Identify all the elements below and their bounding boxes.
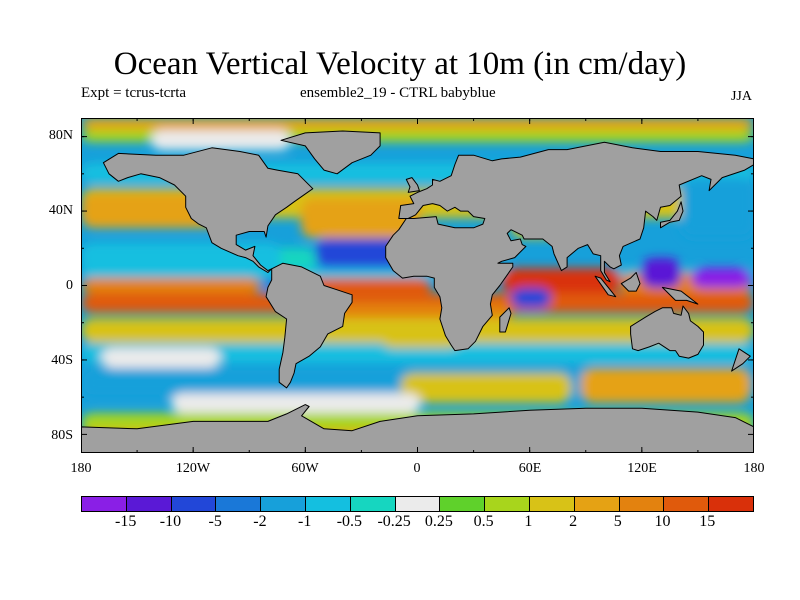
- land-sumatra: [594, 275, 617, 298]
- field-patch: [511, 288, 551, 308]
- colorbar-label: -0.25: [377, 513, 411, 530]
- x-tick-label: 60W: [291, 461, 319, 476]
- season-label: JJA: [730, 89, 752, 104]
- colorbar-label: 0.5: [473, 513, 494, 530]
- colorbar-swatch: [126, 497, 172, 511]
- colorbar-label: 15: [699, 513, 716, 530]
- land-eurasia-africa: [385, 141, 754, 352]
- colorbar-swatch: [485, 497, 530, 511]
- ocean-velocity-map: [81, 118, 754, 453]
- y-tick-label: 80S: [51, 428, 73, 443]
- x-tick-label: 120E: [627, 461, 657, 476]
- field-patch: [301, 198, 421, 238]
- colorbar-swatch: [574, 497, 620, 511]
- colorbar-label: 0.25: [424, 513, 453, 530]
- colorbar-swatch: [529, 497, 575, 511]
- x-tick-label: 60E: [518, 461, 542, 476]
- field-patch: [101, 348, 221, 368]
- land-borneo: [620, 272, 641, 292]
- field-patch: [81, 343, 754, 363]
- map-frame: [81, 118, 754, 453]
- colorbar-swatch: [440, 497, 486, 511]
- field-patch: [501, 268, 621, 293]
- colorbar-swatch: [82, 497, 127, 511]
- y-tick-label: 40S: [51, 353, 73, 368]
- colorbar-swatch: [664, 497, 710, 511]
- land-new-zealand: [731, 348, 751, 372]
- colorbar-label: -5: [208, 513, 222, 530]
- colorbar-label: -2: [253, 513, 267, 530]
- y-tick-label: 0: [66, 278, 73, 293]
- colorbar-label: 5: [613, 513, 622, 530]
- colorbar-swatch: [216, 497, 262, 511]
- land-antarctica: [81, 404, 754, 453]
- land-greenland: [280, 130, 381, 175]
- experiment-label: Expt = tcrus-tcrta: [81, 85, 187, 101]
- colorbar: [81, 496, 754, 512]
- colorbar-label: 10: [654, 513, 671, 530]
- land-madagascar: [499, 307, 512, 333]
- colorbar-swatch: [350, 497, 396, 511]
- colorbar-label: -15: [115, 513, 137, 530]
- x-tick-label: 0: [413, 461, 421, 476]
- colorbar-swatch: [305, 497, 351, 511]
- x-tick-label: 120W: [175, 461, 211, 476]
- field-patch: [641, 258, 681, 288]
- colorbar-swatch: [619, 497, 665, 511]
- field-patch: [401, 373, 571, 403]
- colorbar-swatch: [395, 497, 441, 511]
- land-australia: [630, 305, 704, 359]
- field-patch: [691, 268, 751, 288]
- x-tick-label: 180: [743, 461, 765, 476]
- colorbar-label: -0.5: [336, 513, 363, 530]
- field-patch: [681, 178, 754, 238]
- field-patch: [581, 368, 751, 403]
- colorbar-swatch: [709, 497, 753, 511]
- land-south-america: [265, 262, 353, 389]
- land-north-america: [102, 147, 314, 273]
- colorbar-label: -10: [159, 513, 182, 530]
- field-patch: [381, 328, 461, 348]
- colorbar-swatch: [171, 497, 217, 511]
- y-tick-label: 80N: [48, 128, 73, 143]
- x-tick-label: 180: [70, 461, 92, 476]
- land-new-guinea: [661, 286, 699, 305]
- map-title: Ocean Vertical Velocity at 10m (in cm/da…: [113, 46, 687, 82]
- field-patch: [151, 130, 291, 150]
- ensemble-label: ensemble2_19 - CTRL babyblue: [300, 85, 496, 101]
- field-patch: [171, 393, 421, 413]
- land-masses: [81, 130, 754, 453]
- colorbar-label: 2: [569, 513, 578, 530]
- colorbar-label: 1: [524, 513, 533, 530]
- y-tick-label: 40N: [48, 203, 73, 218]
- land-japan: [660, 201, 684, 229]
- colorbar-swatch: [261, 497, 306, 511]
- field-patch: [81, 278, 261, 293]
- colorbar-label: -1: [297, 513, 312, 530]
- land-uk: [405, 177, 420, 193]
